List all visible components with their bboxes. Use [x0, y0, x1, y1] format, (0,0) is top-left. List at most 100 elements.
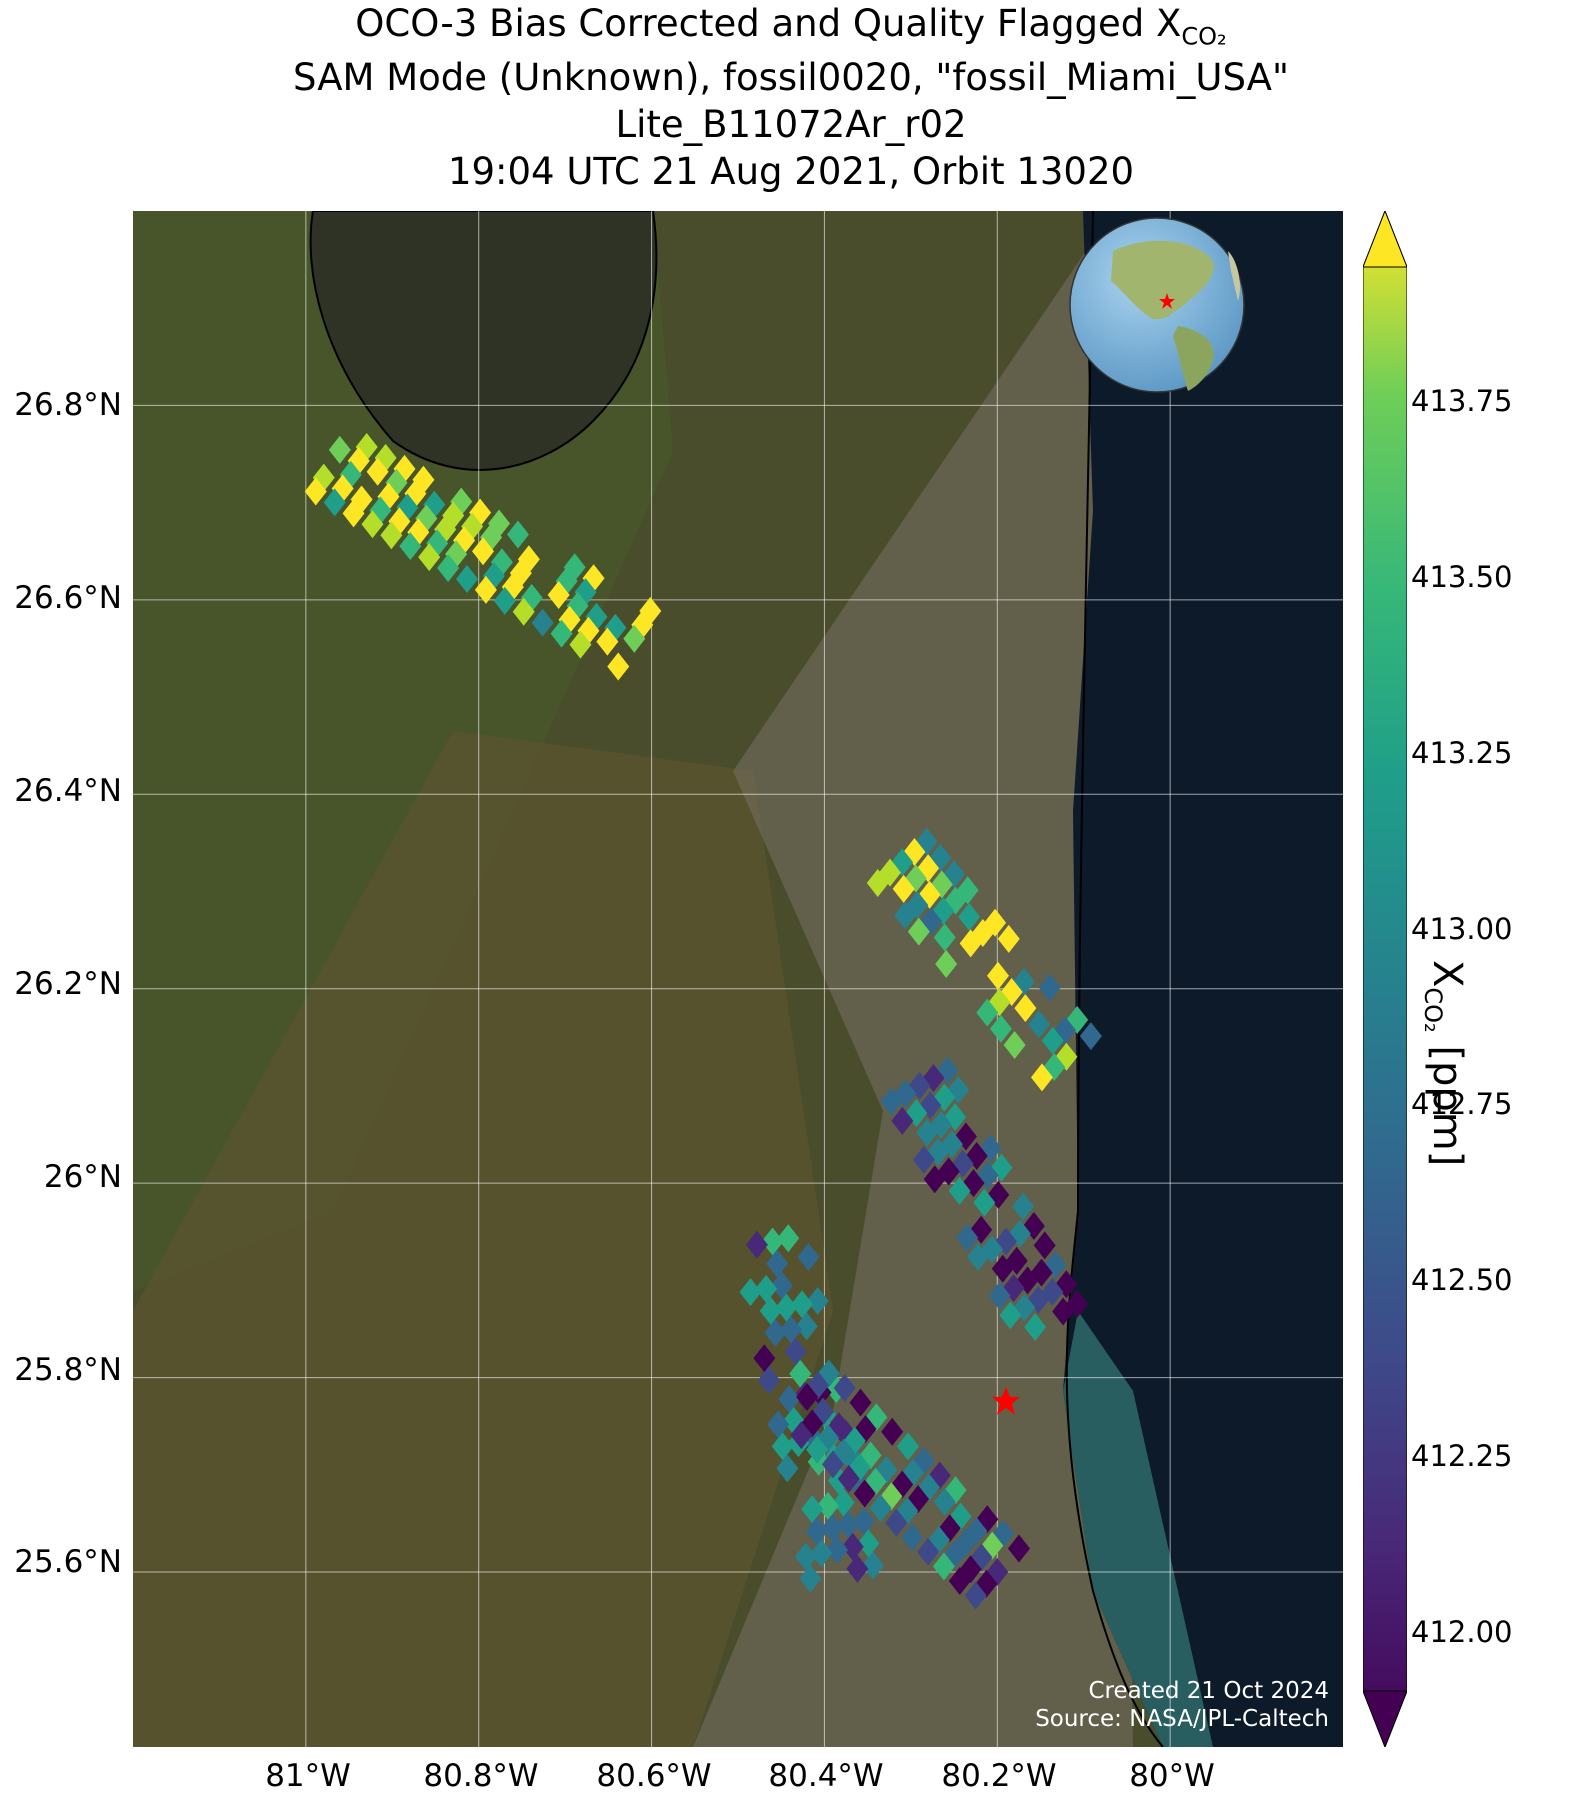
xco2-sounding	[582, 564, 605, 593]
xco2-sounding	[932, 1552, 955, 1581]
xco2-sounding	[973, 1188, 996, 1217]
chart-title-line1: OCO-3 Bias Corrected and Quality Flagged…	[355, 2, 1227, 51]
xco2-sounding	[461, 512, 484, 541]
xco2-sounding	[1041, 1278, 1064, 1307]
xco2-sounding	[771, 1432, 794, 1461]
lat-label: 26.4°N	[14, 773, 122, 809]
xco2-sounding	[897, 1432, 920, 1461]
xco2-sounding	[757, 1366, 780, 1395]
xco2-sounding	[916, 1118, 939, 1147]
xco2-sounding	[822, 1450, 845, 1479]
xco2-sounding	[958, 902, 981, 931]
satellite-map	[133, 211, 1343, 1747]
xco2-sounding	[806, 1435, 829, 1464]
xco2-sounding	[988, 1281, 1011, 1310]
colorbar-tick: 413.25	[1411, 736, 1513, 770]
xco2-sounding	[1030, 1063, 1053, 1092]
xco2-sounding	[550, 619, 573, 648]
xco2-sounding	[531, 608, 554, 637]
xco2-sounding	[520, 583, 543, 612]
xco2-sounding	[816, 1491, 839, 1520]
xco2-sounding	[894, 901, 917, 930]
xco2-sounding	[881, 1417, 904, 1446]
xco2-sounding	[780, 1315, 803, 1344]
xco2-soundings	[304, 432, 1102, 1610]
xco2-sounding	[569, 630, 592, 659]
lon-label: 81°W	[265, 1758, 351, 1794]
lat-label: 25.8°N	[14, 1352, 122, 1388]
lon-label: 80.2°W	[941, 1758, 1057, 1794]
xco2-sounding	[761, 1227, 784, 1256]
lon-label: 80.8°W	[423, 1758, 539, 1794]
lat-label: 25.6°N	[14, 1544, 122, 1580]
xco2-sounding	[857, 1529, 880, 1558]
globe-target-star	[1159, 293, 1175, 309]
xco2-sounding	[1007, 1534, 1030, 1563]
xco2-sounding	[1055, 1042, 1078, 1071]
xco2-sounding	[964, 1581, 987, 1610]
colorbar-tick: 413.50	[1411, 560, 1513, 594]
xco2-sounding	[805, 1517, 828, 1546]
xco2-sounding	[784, 1337, 807, 1366]
xco2-sounding	[841, 1532, 864, 1561]
xco2-sounding	[791, 1290, 814, 1319]
lat-label: 26°N	[43, 1159, 122, 1195]
chart-title-line4: 19:04 UTC 21 Aug 2021, Orbit 13020	[447, 150, 1135, 193]
xco2-sounding	[304, 477, 327, 506]
xco2-sounding	[493, 586, 516, 615]
xco2-sounding	[1041, 1026, 1064, 1055]
xco2-sounding	[767, 1410, 790, 1439]
xco2-sounding	[869, 1494, 892, 1523]
xco2-sounding	[801, 1495, 824, 1524]
xco2-sounding	[377, 482, 400, 511]
xco2-sounding	[940, 1130, 963, 1159]
xco2-sounding	[935, 950, 958, 979]
lon-label: 80.6°W	[596, 1758, 712, 1794]
xco2-sounding	[948, 1566, 971, 1595]
xco2-sounding	[639, 597, 662, 626]
xco2-sounding	[361, 510, 384, 539]
xco2-sounding	[837, 1464, 860, 1493]
xco2-sounding	[923, 1165, 946, 1194]
xco2-sounding	[366, 457, 389, 486]
xco2-sounding	[789, 1359, 812, 1388]
xco2-sounding	[806, 1287, 829, 1316]
xco2-sounding	[794, 1542, 817, 1571]
xco2-sounding	[976, 1161, 999, 1190]
xco2-sounding	[450, 487, 473, 516]
xco2-sounding	[979, 1134, 1002, 1163]
xco2-sounding	[355, 432, 378, 461]
chart-title-line2: SAM Mode (Unknown), fossil0020, "fossil_…	[293, 56, 1289, 99]
xco2-sounding	[989, 1014, 1012, 1043]
colorbar-tick: 412.50	[1411, 1263, 1513, 1297]
xco2-sounding	[328, 435, 351, 464]
xco2-sounding	[778, 1385, 801, 1414]
xco2-sounding	[795, 1312, 818, 1341]
xco2-sounding	[892, 874, 915, 903]
xco2-sounding	[799, 1564, 822, 1593]
xco2-sounding	[1038, 973, 1061, 1002]
xco2-sounding	[997, 924, 1020, 953]
xco2-sounding	[933, 923, 956, 952]
xco2-sounding	[437, 554, 460, 583]
xco2-sounding	[966, 1243, 989, 1272]
xco2-sounding	[832, 1488, 855, 1517]
colorbar-tick: 412.75	[1411, 1087, 1513, 1121]
xco2-sounding	[987, 961, 1010, 990]
xco2-sounding	[991, 1254, 1014, 1283]
xco2-sounding	[917, 1537, 940, 1566]
xco2-sounding	[1079, 1022, 1102, 1051]
xco2-sounding	[547, 581, 570, 609]
xco2-sounding	[764, 1318, 787, 1347]
xco2-sounding	[933, 1487, 956, 1516]
xco2-sounding	[777, 1224, 800, 1253]
xco2-sounding	[999, 1301, 1022, 1330]
lat-label: 26.8°N	[14, 387, 122, 423]
xco2-sounding	[912, 1145, 935, 1174]
agricultural-area	[133, 211, 673, 1291]
xco2-sounding	[1033, 1231, 1056, 1260]
xco2-sounding	[901, 1523, 924, 1552]
xco2-sounding	[948, 1176, 971, 1205]
xco2-sounding	[607, 652, 630, 681]
xco2-sounding	[766, 1249, 789, 1278]
